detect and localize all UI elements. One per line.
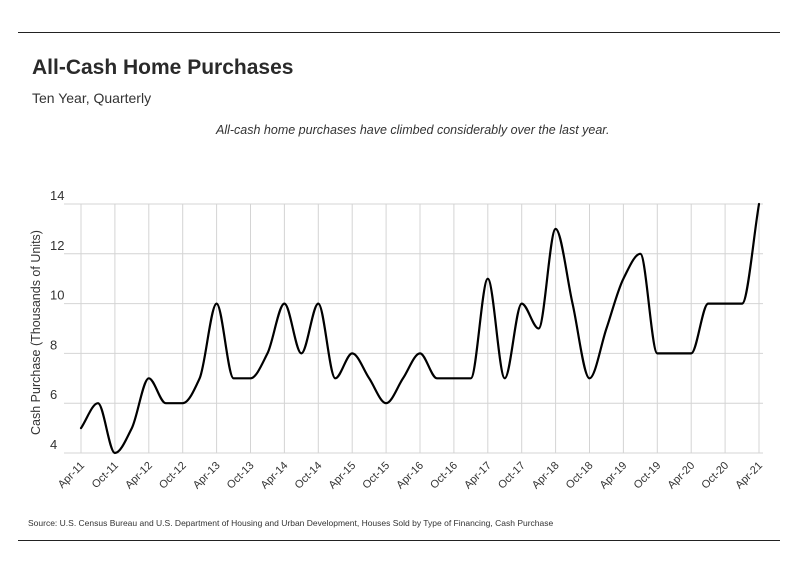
- data-point: [470, 377, 472, 379]
- data-point: [758, 203, 760, 205]
- series: [79, 202, 761, 455]
- y-tick-label: 12: [50, 238, 64, 253]
- x-tick-label: Apr-19: [598, 460, 630, 492]
- x-tick-label: Apr-15: [326, 460, 358, 492]
- data-point: [283, 302, 285, 304]
- chart-subtitle: Ten Year, Quarterly: [32, 90, 152, 106]
- data-point: [690, 352, 692, 354]
- data-point: [232, 377, 234, 379]
- data-point: [656, 352, 658, 354]
- y-tick-label: 10: [50, 288, 64, 303]
- x-tick-label: Apr-21: [733, 460, 765, 492]
- x-tick-label: Oct-15: [360, 460, 392, 492]
- gridlines: [64, 203, 763, 454]
- x-tick-label: Oct-17: [496, 460, 528, 492]
- x-tick-label: Oct-12: [157, 460, 189, 492]
- data-point: [334, 377, 336, 379]
- data-point: [300, 352, 302, 354]
- data-point: [537, 327, 539, 329]
- data-point: [605, 327, 607, 329]
- data-point: [487, 278, 489, 280]
- data-point: [571, 302, 573, 304]
- bottom-rule: [18, 540, 780, 541]
- data-point: [436, 377, 438, 379]
- data-point: [131, 427, 133, 429]
- x-tick-label: Oct-13: [225, 460, 257, 492]
- x-tick-label: Apr-20: [665, 460, 697, 492]
- y-tick-label: 8: [50, 337, 57, 352]
- x-tick-label: Apr-18: [530, 460, 562, 492]
- data-point: [554, 228, 556, 230]
- x-tick-label: Apr-14: [259, 460, 291, 492]
- data-point: [165, 402, 167, 404]
- x-tick-label: Oct-18: [564, 460, 596, 492]
- top-rule: [18, 32, 780, 33]
- data-point: [249, 377, 251, 379]
- y-axis-title: Cash Purchase (Thousands of Units): [29, 230, 43, 435]
- series-line: [79, 202, 761, 455]
- data-point: [368, 377, 370, 379]
- data-point: [198, 377, 200, 379]
- data-point: [741, 302, 743, 304]
- data-point: [521, 302, 523, 304]
- data-point: [504, 377, 506, 379]
- data-point: [215, 302, 217, 304]
- data-point: [707, 302, 709, 304]
- data-point: [639, 253, 641, 255]
- y-axis-ticks: 4 6 8 10 12 14: [50, 188, 64, 452]
- data-point: [114, 452, 116, 454]
- y-tick-label: 6: [50, 387, 57, 402]
- data-point: [673, 352, 675, 354]
- chart-title: All-Cash Home Purchases: [32, 56, 294, 79]
- data-point: [317, 302, 319, 304]
- source-note: Source: U.S. Census Bureau and U.S. Depa…: [28, 518, 554, 528]
- data-point: [402, 377, 404, 379]
- x-tick-label: Oct-11: [90, 460, 121, 491]
- data-point: [266, 352, 268, 354]
- x-tick-label: Apr-11: [56, 460, 87, 491]
- data-point: [80, 427, 82, 429]
- y-tick-label: 14: [50, 188, 64, 203]
- x-tick-label: Apr-17: [462, 460, 494, 492]
- data-point: [419, 352, 421, 354]
- data-point: [182, 402, 184, 404]
- chart-annotation: All-cash home purchases have climbed con…: [216, 123, 610, 137]
- x-tick-label: Oct-14: [293, 460, 325, 492]
- data-point: [453, 377, 455, 379]
- data-point: [724, 302, 726, 304]
- data-point: [97, 402, 99, 404]
- data-point: [351, 352, 353, 354]
- x-tick-label: Oct-20: [699, 460, 731, 492]
- y-tick-label: 4: [50, 437, 57, 452]
- data-point: [385, 402, 387, 404]
- x-tick-label: Apr-16: [394, 460, 426, 492]
- x-tick-label: Apr-12: [123, 460, 155, 492]
- x-tick-label: Oct-16: [428, 460, 460, 492]
- x-tick-label: Apr-13: [191, 460, 223, 492]
- data-point: [588, 377, 590, 379]
- data-point: [622, 278, 624, 280]
- x-axis-ticks: Apr-11 Oct-11 Apr-12 Oct-12 Apr-13 Oct-13 Apr-…: [56, 460, 765, 492]
- x-tick-label: Oct-19: [632, 460, 664, 492]
- data-point: [148, 377, 150, 379]
